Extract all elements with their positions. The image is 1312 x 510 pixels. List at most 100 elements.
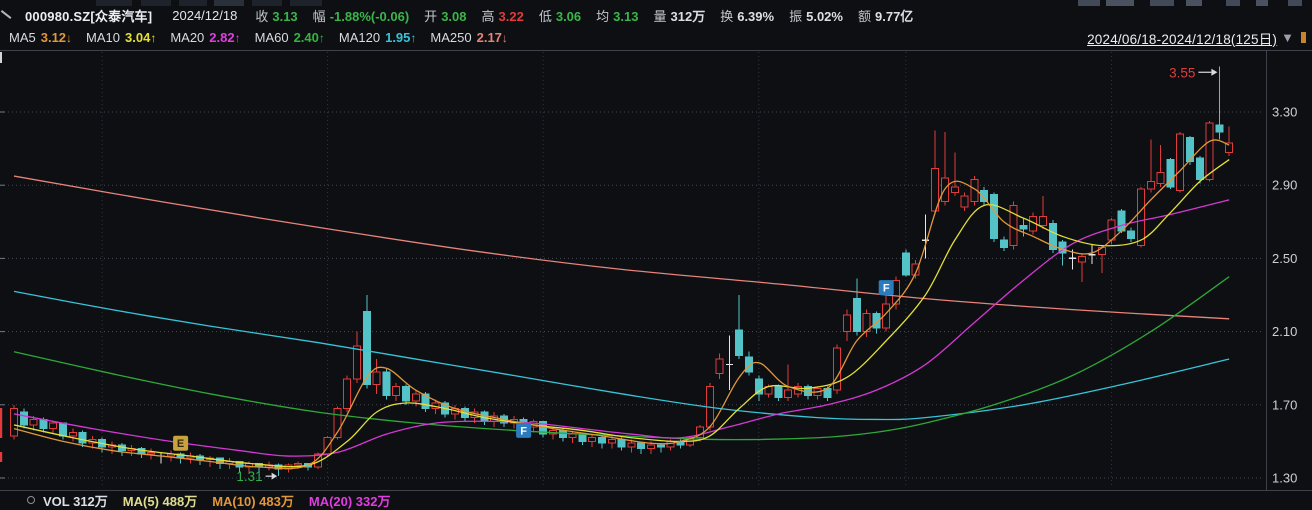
candle[interactable] [588,434,597,447]
y-axis-label: 2.50 [1272,251,1297,266]
annotation-arrowhead [271,472,278,480]
field-low: 低 3.06 [538,8,582,24]
y-axis-label: 2.10 [1272,324,1297,339]
candle[interactable] [382,368,391,400]
candle[interactable] [754,375,763,402]
candle[interactable] [186,452,195,464]
candle[interactable] [980,187,989,206]
candle[interactable] [745,351,753,376]
candle[interactable] [1137,187,1145,248]
candle[interactable] [598,435,606,449]
annotation-arrowhead [1211,68,1218,76]
candle[interactable] [10,404,18,440]
candle[interactable] [911,260,920,279]
ma60-readout: MA60 2.40 ↑ [254,30,325,45]
candle[interactable] [362,295,371,389]
ma5-line [13,139,1230,470]
field-volume: 量 312万 [653,8,706,24]
y-axis-label: 3.30 [1272,105,1297,120]
ma-indicator-bar: MA5 3.12 ↓ MA10 3.04 ↑ MA20 2.82 ↑ MA60 2.40 ↑ M… [9,28,1306,48]
candle[interactable] [1146,139,1155,193]
candle[interactable] [1009,201,1018,250]
candle[interactable] [333,406,342,440]
candle[interactable] [1019,218,1028,237]
indicator-toggle-icon[interactable] [27,496,35,504]
candle[interactable] [901,249,910,277]
candle[interactable] [1215,66,1224,140]
candle[interactable] [1156,144,1165,188]
truncated-toolbar-fragment [1078,0,1100,6]
event-badge-e[interactable]: E [173,435,189,451]
candle[interactable] [157,452,165,464]
truncated-toolbar-fragment [179,0,207,6]
truncated-toolbar-fragment [290,0,322,6]
ma10-line [13,159,1230,468]
pen-icon [1,9,16,22]
candle[interactable] [166,450,175,462]
candle[interactable] [1166,157,1175,189]
candle[interactable] [627,439,636,453]
candle[interactable] [137,446,146,458]
candle[interactable] [1039,196,1047,230]
candle[interactable] [1088,243,1096,264]
candle[interactable] [127,445,136,457]
stock-symbol: 000980.SZ[众泰汽车] [25,8,153,24]
candle[interactable] [1225,126,1234,156]
candle[interactable] [1205,121,1214,182]
candle[interactable] [1048,219,1057,253]
candle[interactable] [68,428,77,442]
quote-header-bar: 000980.SZ[众泰汽车] 2024/12/18 收 3.13 幅 -1.88%… [0,6,1312,24]
candle[interactable] [637,441,646,455]
candle[interactable] [656,443,665,453]
event-badge-f[interactable]: F [878,280,894,296]
candle[interactable] [715,353,724,380]
candle[interactable] [98,437,107,453]
candle[interactable] [921,214,929,259]
event-badge-f[interactable]: F [516,422,532,438]
svg-text:E: E [177,438,184,450]
candle[interactable] [1078,252,1087,283]
candle[interactable] [931,130,940,215]
vol-ma20-readout: MA(20) 332万 [308,493,391,509]
candle[interactable] [372,359,381,394]
ma5-readout: MA5 3.12 ↓ [9,30,73,45]
candle[interactable] [108,441,116,455]
candle[interactable] [1127,227,1136,242]
candle[interactable] [49,421,58,435]
vol-ma5-readout: MA(5) 488万 [122,493,198,509]
candle[interactable] [843,309,851,341]
candle[interactable] [59,422,67,440]
candle[interactable] [78,430,87,447]
field-amount: 额 9.77亿 [857,8,914,24]
high-price-annotation: 3.55 [1169,65,1195,80]
candle[interactable] [725,335,733,391]
candle[interactable] [774,384,783,402]
candle[interactable] [735,295,744,360]
candle[interactable] [353,331,361,383]
candle[interactable] [1195,155,1204,184]
kline-chart[interactable]: 3.30 2.90 2.50 2.10 1.70 1.30 3.55 1.31 E F F [0,0,1312,498]
candle[interactable] [852,278,861,336]
candle[interactable] [147,448,156,460]
candle[interactable] [117,443,126,457]
candle[interactable] [862,309,871,338]
candle[interactable] [990,192,998,242]
candle[interactable] [999,236,1008,252]
truncated-toolbar-fragment [141,0,171,6]
candle[interactable] [960,192,969,211]
candle[interactable] [402,384,410,405]
candle[interactable] [950,152,959,197]
candle[interactable] [1176,132,1185,193]
date-range-selector[interactable]: 2024/06/18-2024/12/18(125日) ▼ [1087,28,1294,48]
candle[interactable] [1058,240,1067,266]
candle[interactable] [392,382,401,402]
quote-date: 2024/12/18 [172,7,238,23]
dropdown-arrow-icon: ▼ [1281,30,1294,45]
candle[interactable] [784,364,793,402]
candle[interactable] [343,375,352,413]
ma20-line [13,199,1230,457]
candle[interactable] [19,408,28,429]
candle[interactable] [813,386,822,400]
candle[interactable] [833,344,842,394]
truncated-toolbar-fragment [1288,0,1302,6]
